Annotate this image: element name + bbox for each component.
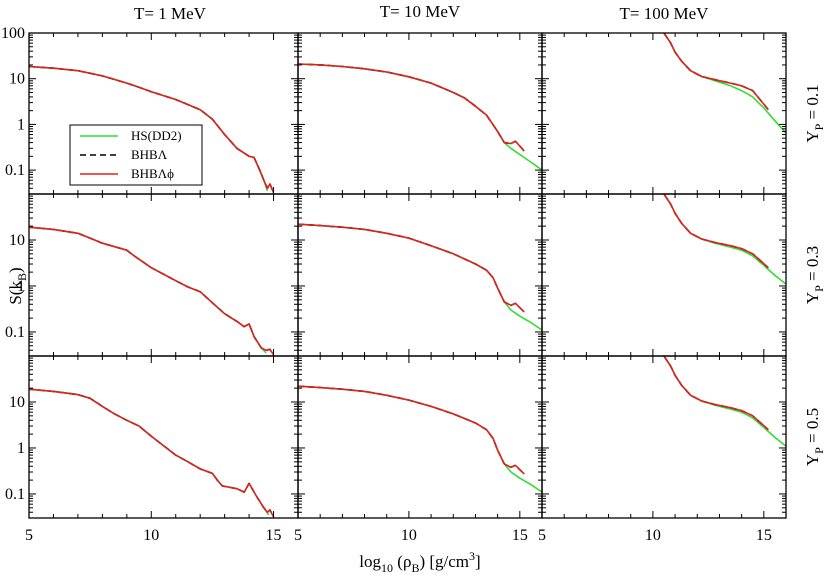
tick-labels: 100 10 1 0.1 10 1 0.1 10 1 0.1 5 10 15 5 10 15 5 10 15 — [1, 25, 772, 544]
panel-r2-c2 — [541, 355, 787, 519]
column-title-t100: T= 100 MeV — [620, 4, 710, 23]
x-tick-label: 5 — [25, 527, 33, 544]
series-line-hsdd2 — [663, 356, 786, 447]
panel-grid — [28, 32, 787, 519]
panel-frame — [541, 193, 787, 357]
panel-r1-c2 — [541, 193, 787, 357]
y-tick-label: 0.1 — [5, 324, 25, 341]
row-labels: YP = 0.1 YP = 0.3 YP = 0.5 — [803, 84, 826, 466]
series-line-bhb — [298, 385, 525, 475]
column-title-t10: T= 10 MeV — [380, 2, 461, 21]
y-tick-label: 100 — [1, 25, 25, 42]
row-label-yp: YP = 0.3 — [803, 246, 826, 304]
series-line-hsdd2 — [663, 194, 786, 285]
series-line-bhb — [29, 65, 275, 194]
panel-r1-c0 — [28, 193, 299, 357]
x-tick-label: 5 — [538, 527, 546, 544]
x-tick-label: 15 — [512, 527, 528, 544]
legend: HS(DD2) BHBΛ BHBΛϕ — [69, 124, 203, 186]
series-line-bhb — [298, 63, 525, 152]
legend-entry-label: BHBΛ — [131, 147, 168, 162]
x-tick-label: 10 — [645, 527, 661, 544]
legend-entry-label: HS(DD2) — [131, 128, 182, 143]
series-line-bhb — [663, 33, 769, 111]
series-line-bhb — [298, 223, 525, 313]
y-tick-label: 10 — [9, 71, 25, 88]
column-title-t1: T= 1 MeV — [134, 4, 207, 23]
y-tick-label: 1 — [17, 440, 25, 457]
series-line-hsdd2 — [29, 226, 267, 354]
panel-r1-c1 — [297, 193, 543, 357]
panel-frame — [297, 193, 543, 357]
y-tick-label: 1 — [17, 116, 25, 133]
y-tick-label: 10 — [9, 394, 25, 411]
series-line-bhb — [29, 226, 275, 356]
x-tick-label: 5 — [294, 527, 302, 544]
x-tick-label: 10 — [143, 527, 159, 544]
y-tick-label: 10 — [9, 232, 25, 249]
panel-frame — [297, 32, 543, 195]
panel-r0-c2 — [541, 32, 787, 195]
panel-frame — [297, 355, 543, 519]
y-axis-label: S(kB) — [6, 267, 29, 304]
series-line-bhb — [663, 33, 769, 111]
series-line-hsdd2 — [29, 388, 270, 516]
x-tick-label: 15 — [266, 527, 282, 544]
x-tick-label: 15 — [756, 527, 772, 544]
y-tick-label: 0.1 — [5, 162, 25, 179]
legend-entry-label: BHBΛϕ — [131, 166, 174, 181]
x-axis-label: log10 (ρB) [g/cm3] — [359, 549, 480, 575]
y-tick-label: 0.1 — [5, 486, 25, 503]
x-tick-label: 10 — [401, 527, 417, 544]
series-line-bhb — [29, 388, 275, 518]
column-titles: T= 1 MeV T= 10 MeV T= 100 MeV — [134, 2, 709, 23]
series-line-bhb — [663, 194, 769, 269]
y-tick-label: 1 — [17, 278, 25, 295]
series-line-bhb — [298, 223, 525, 313]
panel-frame — [541, 32, 787, 195]
row-label-yp: YP = 0.5 — [803, 408, 826, 466]
series-line-bhb — [29, 388, 275, 518]
panel-frame — [541, 355, 787, 519]
series-line-bhb — [663, 356, 769, 431]
series-line-hsdd2 — [663, 33, 786, 134]
panel-r2-c0 — [28, 355, 299, 519]
panel-r2-c1 — [297, 355, 543, 519]
series-line-bhb — [298, 385, 525, 475]
series-line-hsdd2 — [298, 223, 542, 331]
row-label-yp: YP = 0.1 — [803, 84, 826, 142]
panel-r0-c1 — [297, 32, 543, 195]
panel-frame — [28, 355, 299, 519]
series-line-hsdd2 — [298, 385, 542, 493]
series-line-bhb — [29, 226, 275, 356]
